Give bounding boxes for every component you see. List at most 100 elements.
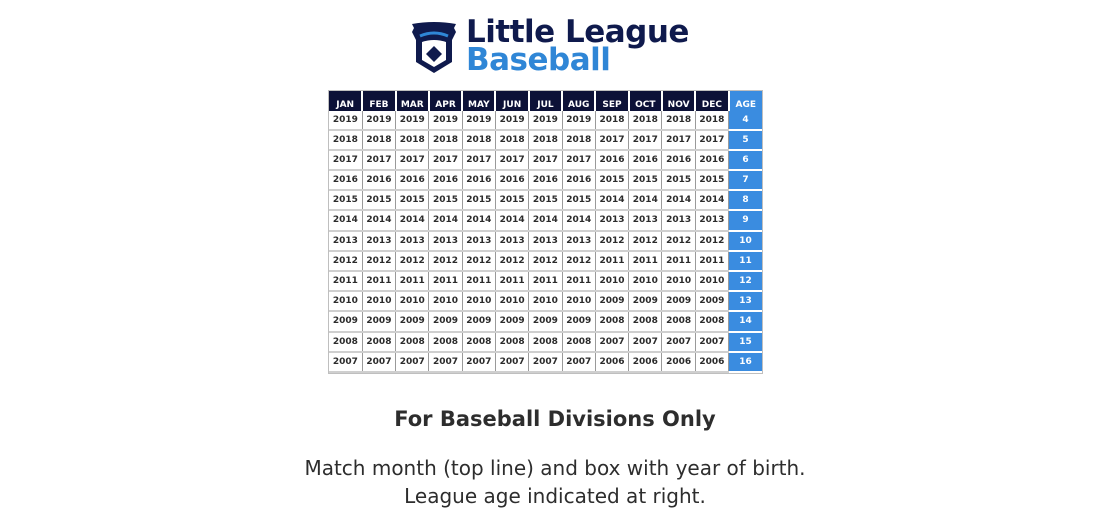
- birth-year-cell: 2010: [428, 291, 463, 313]
- birth-year-cell: 2017: [628, 129, 663, 151]
- birth-year-cell: 2009: [329, 311, 363, 333]
- month-header: SEP: [595, 91, 630, 111]
- birth-year-cell: 2016: [661, 149, 696, 171]
- birth-year-cell: 2012: [661, 230, 696, 252]
- table-row: 2007 2007 2007 2007 2007 2007 2007 2007 2006 2006…: [329, 351, 762, 374]
- birth-year-cell: 2011: [562, 270, 596, 293]
- table-row: 2019 2019 2019 2019 2019 2019 2019 2019 2018 2018…: [329, 111, 762, 131]
- keystone-logo-icon: [412, 22, 456, 73]
- birth-year-cell: 2007: [495, 351, 530, 374]
- birth-year-cell: 2008: [428, 331, 463, 353]
- birth-year-cell: 2012: [462, 250, 496, 272]
- birth-year-cell: 2017: [362, 149, 397, 171]
- month-header: JUL: [528, 91, 564, 111]
- birth-year-cell: 2016: [595, 149, 630, 171]
- birth-year-cell: 2015: [495, 190, 530, 212]
- birth-year-cell: 2015: [695, 169, 730, 192]
- birth-year-cell: 2008: [395, 331, 430, 353]
- birth-year-cell: 2006: [695, 351, 730, 374]
- instruction-line-1: Match month (top line) and box with year…: [304, 456, 806, 480]
- age-cell: 16: [728, 351, 762, 374]
- birth-year-cell: 2007: [428, 351, 463, 374]
- table-row: 2017 2017 2017 2017 2017 2017 2017 2017 2016 2016…: [329, 149, 762, 171]
- birth-year-cell: 2018: [695, 111, 730, 131]
- birth-year-cell: 2008: [661, 311, 696, 333]
- birth-year-cell: 2014: [528, 210, 563, 232]
- birth-year-cell: 2016: [628, 149, 663, 171]
- birth-year-cell: 2009: [428, 311, 463, 333]
- birth-year-cell: 2013: [362, 230, 397, 252]
- age-table: JAN FEB MAR APR MAY JUN JUL AUG SEP OCT NOV DEC AGE …: [329, 91, 762, 374]
- birth-year-cell: 2011: [695, 250, 730, 272]
- birth-year-cell: 2010: [495, 291, 530, 313]
- birth-year-cell: 2016: [495, 169, 530, 192]
- birth-year-cell: 2013: [595, 210, 630, 232]
- birth-year-cell: 2018: [395, 129, 430, 151]
- birth-year-cell: 2017: [395, 149, 430, 171]
- birth-year-cell: 2010: [462, 291, 496, 313]
- instruction-line-2: League age indicated at right.: [404, 484, 706, 508]
- birth-year-cell: 2017: [428, 149, 463, 171]
- birth-year-cell: 2007: [628, 331, 663, 353]
- birth-year-cell: 2010: [395, 291, 430, 313]
- birth-year-cell: 2010: [628, 270, 663, 293]
- birth-year-cell: 2016: [428, 169, 463, 192]
- birth-year-cell: 2007: [661, 331, 696, 353]
- birth-year-cell: 2012: [495, 250, 530, 272]
- birth-year-cell: 2018: [362, 129, 397, 151]
- birth-year-cell: 2018: [595, 111, 630, 131]
- birth-year-cell: 2015: [462, 190, 496, 212]
- month-header: JAN: [329, 91, 364, 111]
- birth-year-cell: 2009: [661, 291, 696, 313]
- age-cell: 9: [728, 210, 762, 232]
- birth-year-cell: 2010: [528, 291, 563, 313]
- birth-year-cell: 2015: [395, 190, 430, 212]
- age-cell: 8: [728, 190, 762, 212]
- birth-year-cell: 2019: [495, 111, 530, 131]
- table-row: 2018 2018 2018 2018 2018 2018 2018 2018 2017 2017…: [329, 129, 762, 151]
- birth-year-cell: 2011: [628, 250, 663, 272]
- birth-year-cell: 2017: [562, 149, 596, 171]
- birth-year-cell: 2018: [562, 129, 596, 151]
- birth-year-cell: 2015: [562, 190, 596, 212]
- birth-year-cell: 2015: [661, 169, 696, 192]
- birth-year-cell: 2019: [395, 111, 430, 131]
- birth-year-cell: 2013: [562, 230, 596, 252]
- birth-year-cell: 2019: [329, 111, 363, 131]
- month-header: MAY: [462, 91, 497, 111]
- birth-year-cell: 2014: [661, 190, 696, 212]
- birth-year-cell: 2018: [495, 129, 530, 151]
- birth-year-cell: 2009: [462, 311, 496, 333]
- month-header: OCT: [628, 91, 663, 111]
- birth-year-cell: 2007: [329, 351, 363, 374]
- birth-year-cell: 2011: [661, 250, 696, 272]
- month-header: AUG: [562, 91, 597, 111]
- birth-year-cell: 2011: [362, 270, 397, 293]
- birth-year-cell: 2015: [362, 190, 397, 212]
- birth-year-cell: 2006: [595, 351, 630, 374]
- birth-year-cell: 2007: [695, 331, 730, 353]
- birth-year-cell: 2011: [428, 270, 463, 293]
- birth-year-cell: 2017: [329, 149, 363, 171]
- month-header: JUN: [495, 91, 530, 111]
- birth-year-cell: 2006: [661, 351, 696, 374]
- age-cell: 14: [728, 311, 762, 333]
- birth-year-cell: 2012: [329, 250, 363, 272]
- birth-year-cell: 2015: [628, 169, 663, 192]
- birth-year-cell: 2018: [329, 129, 363, 151]
- birth-year-cell: 2015: [595, 169, 630, 192]
- birth-year-cell: 2014: [695, 190, 730, 212]
- birth-year-cell: 2018: [462, 129, 496, 151]
- table-row: 2011 2011 2011 2011 2011 2011 2011 2011 2010 2010…: [329, 270, 762, 293]
- birth-year-cell: 2017: [695, 129, 730, 151]
- table-row: 2015 2015 2015 2015 2015 2015 2015 2015 2014 2014…: [329, 190, 762, 212]
- birth-year-cell: 2016: [362, 169, 397, 192]
- birth-year-cell: 2019: [562, 111, 596, 131]
- birth-year-cell: 2015: [329, 190, 363, 212]
- birth-year-cell: 2016: [562, 169, 596, 192]
- birth-year-cell: 2011: [528, 270, 563, 293]
- birth-year-cell: 2010: [661, 270, 696, 293]
- birth-year-cell: 2012: [595, 230, 630, 252]
- birth-year-cell: 2009: [495, 311, 530, 333]
- birth-year-cell: 2010: [695, 270, 730, 293]
